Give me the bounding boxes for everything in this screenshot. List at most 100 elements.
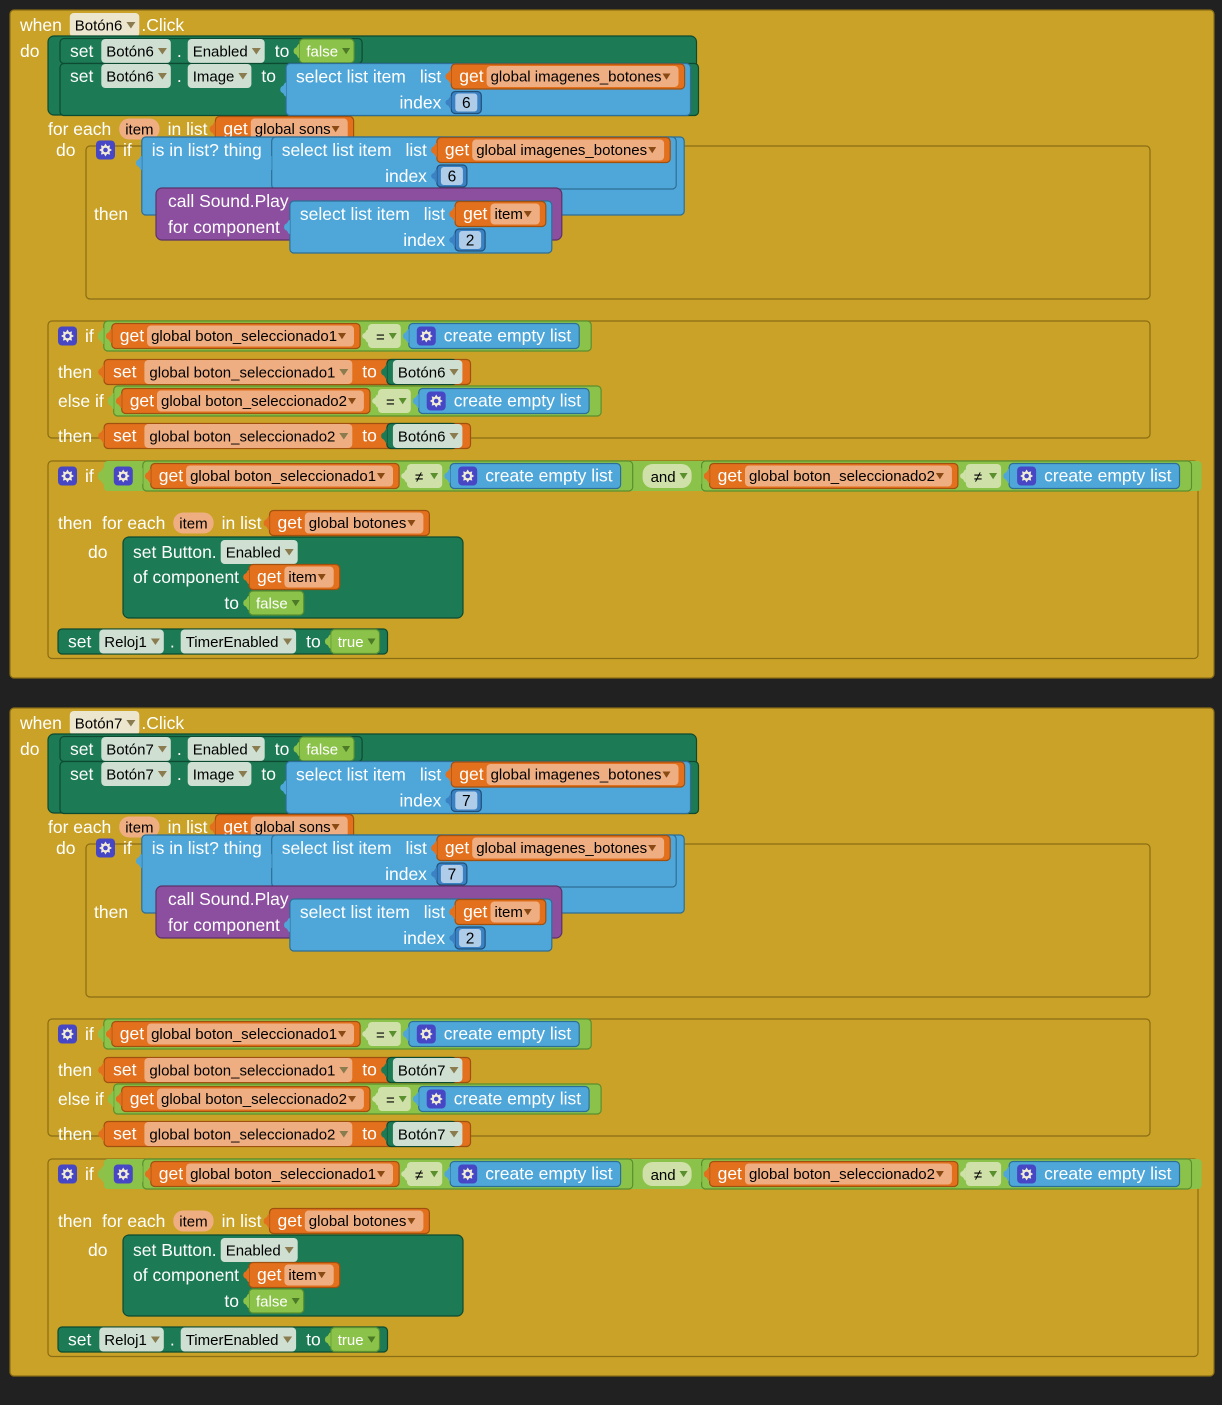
svg-text:then: then	[94, 902, 128, 922]
svg-text:get: get	[223, 119, 247, 139]
svg-text:set: set	[70, 41, 93, 61]
svg-text:.: .	[177, 739, 182, 759]
svg-text:Botón7: Botón7	[75, 716, 123, 733]
svg-text:is in list? thing: is in list? thing	[152, 838, 262, 858]
svg-text:set: set	[70, 739, 93, 759]
svg-text:.Click: .Click	[141, 15, 184, 35]
svg-text:global sons: global sons	[255, 819, 331, 836]
svg-text:do: do	[20, 41, 39, 61]
svg-text:get: get	[120, 1024, 144, 1044]
svg-text:do: do	[88, 542, 107, 562]
svg-text:Botón6: Botón6	[106, 69, 154, 86]
svg-text:select list item: select list item	[282, 838, 392, 858]
svg-text:item: item	[495, 206, 523, 223]
svg-text:global boton_seleccionado2: global boton_seleccionado2	[161, 393, 347, 410]
svg-text:get: get	[463, 204, 487, 224]
svg-text:2: 2	[466, 233, 475, 250]
svg-text:to: to	[275, 41, 290, 61]
svg-text:global imagenes_botones: global imagenes_botones	[476, 142, 647, 159]
svg-text:get: get	[159, 1164, 183, 1184]
svg-text:Image: Image	[193, 767, 235, 784]
svg-text:=: =	[376, 329, 385, 346]
svg-text:Botón6: Botón6	[106, 44, 154, 61]
svg-text:select list item: select list item	[296, 67, 406, 87]
svg-text:in list: in list	[222, 513, 262, 533]
svg-text:=: =	[386, 1092, 395, 1109]
svg-text:global botones: global botones	[309, 515, 407, 532]
svg-text:Botón7: Botón7	[398, 1127, 446, 1144]
svg-text:to: to	[275, 739, 290, 759]
svg-text:TimerEnabled: TimerEnabled	[186, 1332, 279, 1349]
svg-text:7: 7	[448, 867, 457, 884]
svg-text:item: item	[125, 122, 153, 139]
svg-text:index: index	[385, 864, 427, 884]
svg-text:global boton_seleccionado1: global boton_seleccionado1	[190, 1166, 376, 1183]
svg-text:Botón7: Botón7	[106, 767, 154, 784]
svg-text:true: true	[338, 634, 364, 651]
svg-text:for component: for component	[168, 915, 280, 935]
svg-text:then: then	[58, 1124, 92, 1144]
svg-text:false: false	[306, 742, 338, 759]
svg-text:true: true	[338, 1332, 364, 1349]
svg-text:list: list	[424, 204, 446, 224]
svg-text:then: then	[58, 362, 92, 382]
svg-text:set Button.: set Button.	[133, 1240, 217, 1260]
svg-text:Botón6: Botón6	[398, 429, 446, 446]
svg-text:and: and	[651, 1167, 676, 1184]
svg-text:list: list	[406, 838, 428, 858]
svg-text:=: =	[376, 1027, 385, 1044]
svg-text:Botón6: Botón6	[398, 365, 446, 382]
svg-text:and: and	[651, 469, 676, 486]
svg-text:.: .	[177, 41, 182, 61]
svg-text:to: to	[306, 632, 321, 652]
svg-text:global boton_seleccionado2: global boton_seleccionado2	[749, 1166, 935, 1183]
svg-text:get: get	[130, 1089, 154, 1109]
svg-text:get: get	[718, 1164, 742, 1184]
svg-text:Enabled: Enabled	[226, 1243, 281, 1260]
svg-text:item: item	[288, 1267, 316, 1284]
svg-text:global sons: global sons	[255, 121, 331, 138]
svg-text:get: get	[223, 817, 247, 837]
svg-text:list: list	[420, 67, 442, 87]
svg-text:select list item: select list item	[282, 140, 392, 160]
svg-text:Reloj1: Reloj1	[104, 634, 147, 651]
svg-text:set: set	[113, 362, 136, 382]
svg-text:Reloj1: Reloj1	[104, 1332, 147, 1349]
svg-text:select list item: select list item	[300, 902, 410, 922]
svg-text:call Sound.Play: call Sound.Play	[168, 191, 289, 211]
svg-text:do: do	[20, 739, 39, 759]
svg-text:Image: Image	[193, 69, 235, 86]
svg-text:item: item	[288, 569, 316, 586]
svg-text:for each: for each	[48, 119, 111, 139]
svg-text:select list item: select list item	[296, 765, 406, 785]
svg-text:index: index	[400, 791, 442, 811]
svg-text:to: to	[306, 1330, 321, 1350]
svg-text:if: if	[85, 466, 94, 486]
svg-text:Botón6: Botón6	[75, 18, 123, 35]
svg-text:else if: else if	[58, 1089, 104, 1109]
svg-text:get: get	[257, 1265, 281, 1285]
svg-text:.: .	[177, 764, 182, 784]
svg-text:get: get	[278, 1211, 302, 1231]
svg-text:do: do	[56, 140, 75, 160]
svg-text:Botón7: Botón7	[106, 742, 154, 759]
svg-text:for each: for each	[102, 1211, 165, 1231]
svg-text:if: if	[85, 1164, 94, 1184]
svg-text:get: get	[459, 764, 483, 784]
svg-text:global botones: global botones	[309, 1213, 407, 1230]
svg-text:≠: ≠	[974, 469, 982, 486]
svg-text:=: =	[386, 394, 395, 411]
svg-text:list: list	[424, 902, 446, 922]
svg-text:.: .	[170, 632, 175, 652]
svg-text:get: get	[257, 567, 281, 587]
svg-text:do: do	[56, 838, 75, 858]
svg-text:get: get	[463, 902, 487, 922]
svg-text:in list: in list	[168, 119, 208, 139]
svg-text:to: to	[362, 1060, 377, 1080]
svg-text:when: when	[19, 713, 62, 733]
svg-text:in list: in list	[222, 1211, 262, 1231]
svg-text:then: then	[94, 204, 128, 224]
svg-text:item: item	[495, 904, 523, 921]
svg-text:else if: else if	[58, 391, 104, 411]
svg-text:to: to	[261, 764, 276, 784]
